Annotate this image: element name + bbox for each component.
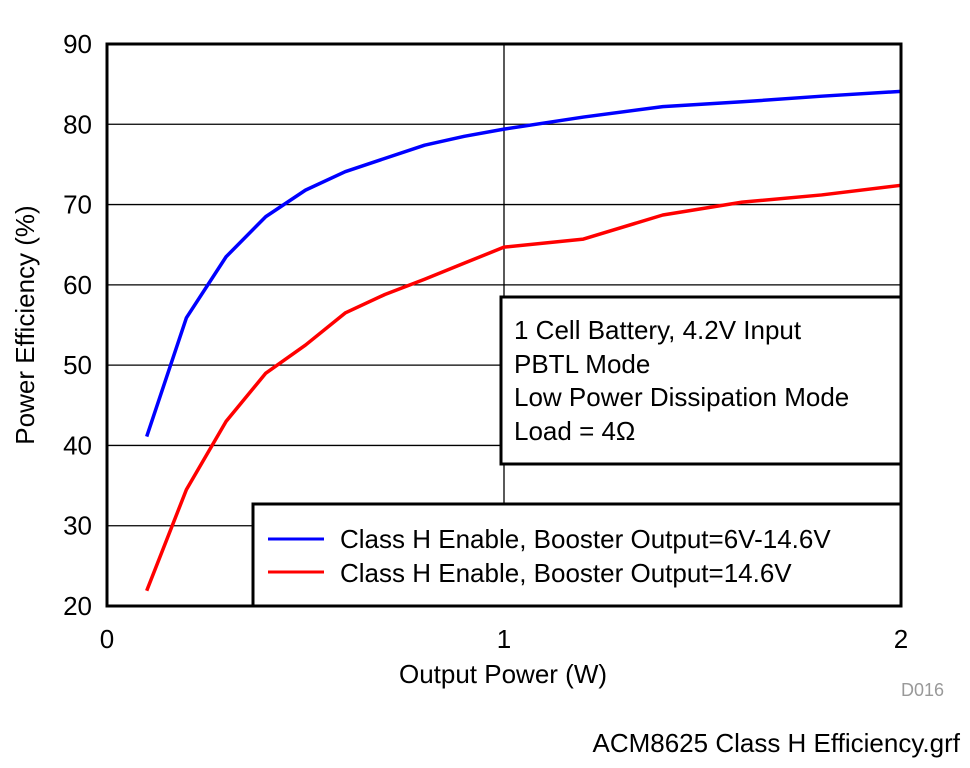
y-tick-label: 90	[63, 29, 92, 59]
annotation-line: Load = 4Ω	[514, 416, 635, 446]
legend-entry: Class H Enable, Booster Output=6V-14.6V	[340, 524, 831, 554]
annotation-line: Low Power Dissipation Mode	[514, 382, 849, 412]
y-axis-label: Power Efficiency (%)	[10, 205, 40, 444]
y-tick-label: 20	[63, 591, 92, 621]
y-tick-labels: 20 30 40 50 60 70 80 90	[63, 29, 92, 621]
legend-entry: Class H Enable, Booster Output=14.6V	[340, 558, 792, 588]
series-line-1	[145, 89, 902, 438]
series-line-2	[145, 183, 902, 592]
x-axis-label: Output Power (W)	[399, 659, 607, 689]
y-tick-label: 70	[63, 190, 92, 220]
series-lines	[145, 89, 902, 592]
x-tick-labels: 0 1 2	[100, 624, 908, 654]
footer-filename: ACM8625 Class H Efficiency.grf	[592, 728, 960, 758]
legend: Class H Enable, Booster Output=6V-14.6V …	[251, 502, 903, 608]
y-tick-label: 80	[63, 109, 92, 139]
x-tick-label: 2	[894, 624, 908, 654]
figure-id: D016	[901, 680, 944, 700]
x-tick-label: 1	[497, 624, 511, 654]
annotation-line: 1 Cell Battery, 4.2V Input	[514, 315, 802, 345]
y-tick-label: 50	[63, 350, 92, 380]
annotation-box: 1 Cell Battery, 4.2V Input PBTL Mode Low…	[499, 295, 903, 466]
x-tick-label: 0	[100, 624, 114, 654]
y-tick-label: 40	[63, 430, 92, 460]
y-tick-label: 30	[63, 511, 92, 541]
y-tick-label: 60	[63, 270, 92, 300]
annotation-line: PBTL Mode	[514, 349, 650, 379]
